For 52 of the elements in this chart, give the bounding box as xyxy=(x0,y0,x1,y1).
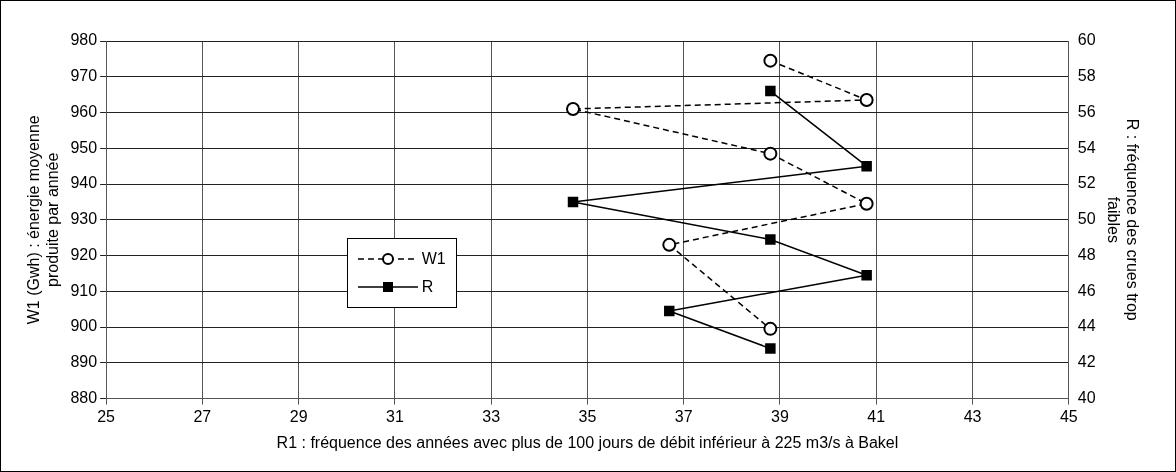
x-tick-label: 37 xyxy=(674,407,693,425)
x-tick-label: 25 xyxy=(97,407,116,425)
x-axis-title: R1 : fréquence des années avec plus de 100 jours de débit inférieur à 225 m3/s à Bakel xyxy=(276,433,899,451)
y-tick-label: 920 xyxy=(70,245,98,263)
x-tick-label: 27 xyxy=(193,407,212,425)
legend-label: W1 xyxy=(421,249,446,268)
point xyxy=(662,237,677,252)
y-tick-label: 960 xyxy=(70,102,98,120)
y-tick-label: 950 xyxy=(70,138,98,156)
point xyxy=(763,321,778,336)
point xyxy=(859,93,874,107)
x-tick-label: 29 xyxy=(289,407,308,425)
y2-tick-label: 60 xyxy=(1077,31,1096,49)
y2-axis-title: R : fréquence des crues trop faibles xyxy=(1104,118,1141,321)
x-tick-label: 33 xyxy=(482,407,501,425)
point xyxy=(765,85,776,97)
point xyxy=(765,234,776,245)
y2-tick-label: 54 xyxy=(1077,138,1096,156)
y-axis-title: W1 (Gwh) : énergie moyenne produite par année xyxy=(25,115,62,325)
y-tick-label: 910 xyxy=(70,281,98,299)
y2-tick-label: 48 xyxy=(1077,245,1096,263)
x-tick-label: 43 xyxy=(963,407,982,425)
y-tick-label: 890 xyxy=(70,353,98,371)
point xyxy=(861,269,872,281)
point xyxy=(763,146,778,161)
point xyxy=(861,160,872,172)
y-tick-label: 980 xyxy=(70,31,98,49)
y2-tick-label: 44 xyxy=(1077,317,1096,335)
x-tick-label: 39 xyxy=(771,407,789,425)
point xyxy=(859,196,874,211)
y2-tick-label: 58 xyxy=(1077,67,1096,85)
x-tick-label: 35 xyxy=(578,407,597,425)
y2-tick-label: 52 xyxy=(1077,174,1096,192)
y2-tick-label: 46 xyxy=(1077,281,1096,299)
y2-tick-label: 50 xyxy=(1077,210,1096,228)
x-tick-label: 41 xyxy=(867,407,886,425)
x-tick-label: 31 xyxy=(386,407,404,425)
y-tick-label: 970 xyxy=(70,67,98,85)
y-tick-label: 940 xyxy=(70,174,98,192)
point xyxy=(566,101,581,116)
legend-label: R xyxy=(421,277,434,296)
y-tick-label: 930 xyxy=(70,210,98,228)
point xyxy=(763,53,778,68)
point xyxy=(664,305,675,317)
x-tick-label: 45 xyxy=(1059,407,1078,425)
y2-tick-label: 42 xyxy=(1077,353,1096,371)
y-tick-label: 900 xyxy=(70,317,98,335)
point xyxy=(765,343,776,354)
y-tick-label: 880 xyxy=(70,389,98,407)
point xyxy=(567,196,579,208)
y2-tick-label: 56 xyxy=(1077,102,1096,120)
y2-tick-label: 40 xyxy=(1077,389,1096,407)
